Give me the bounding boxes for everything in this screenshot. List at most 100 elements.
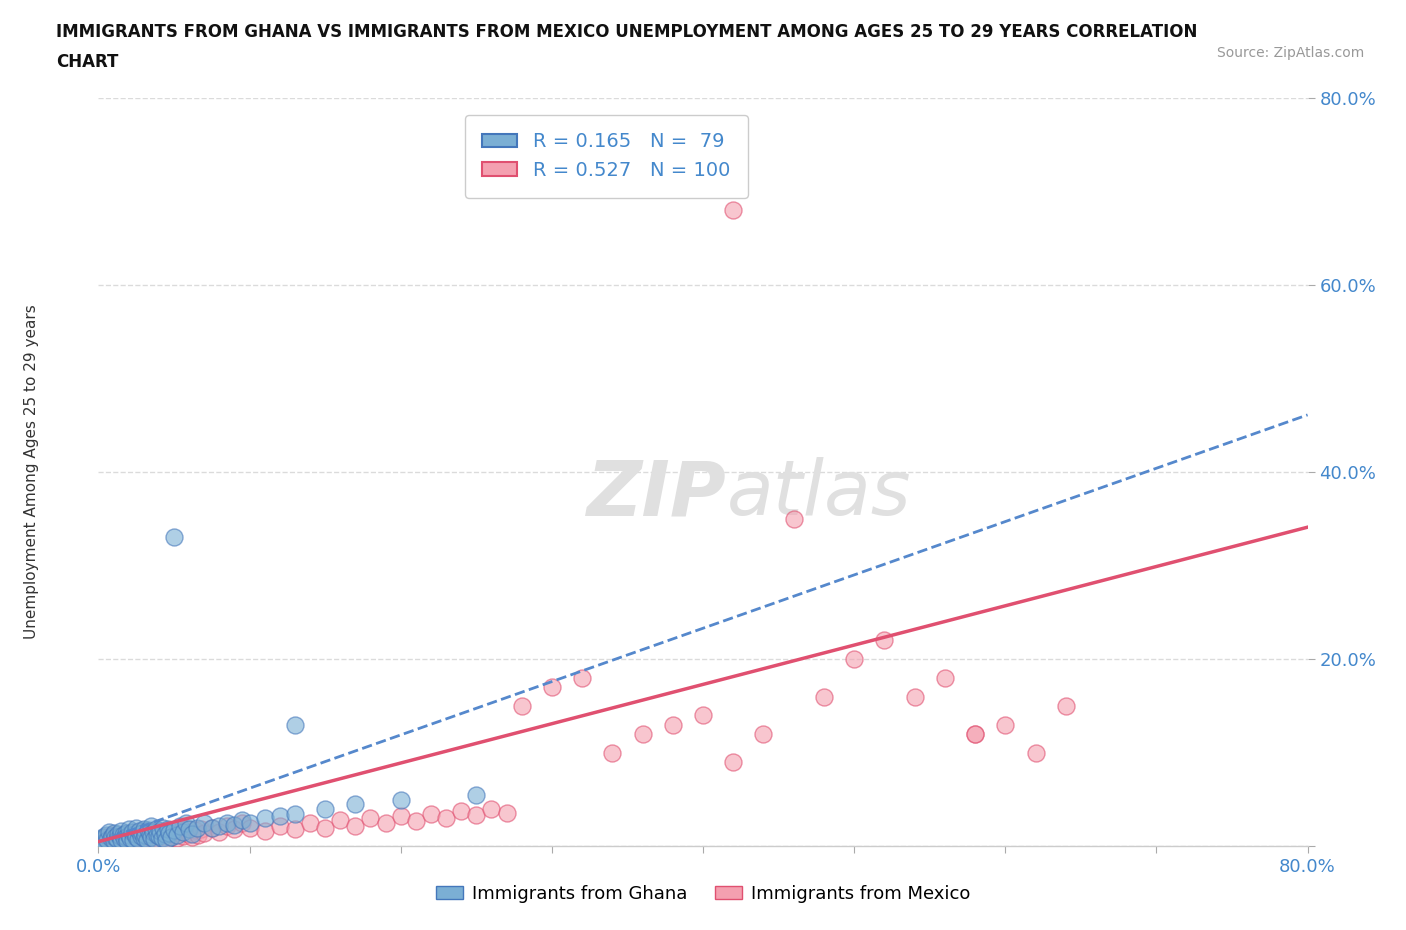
Immigrants from Ghana [125, 830, 148, 844]
Immigrants from Ghana [253, 811, 276, 826]
Immigrants from Mexico [434, 811, 457, 826]
Immigrants from Mexico [135, 830, 157, 844]
Immigrants from Mexico [465, 808, 488, 823]
Immigrants from Mexico [571, 671, 593, 685]
Immigrants from Mexico [118, 833, 141, 848]
Immigrants from Mexico [155, 829, 177, 844]
Immigrants from Mexico [661, 717, 683, 732]
Immigrants from Ghana [465, 788, 488, 803]
Immigrants from Ghana [174, 816, 197, 830]
Immigrants from Ghana [284, 717, 307, 732]
Immigrants from Ghana [239, 816, 262, 830]
Text: Source: ZipAtlas.com: Source: ZipAtlas.com [1216, 46, 1364, 60]
Immigrants from Ghana [135, 832, 157, 847]
Immigrants from Mexico [723, 754, 745, 769]
Immigrants from Mexico [152, 830, 174, 845]
Immigrants from Mexico [215, 818, 238, 833]
Immigrants from Mexico [142, 824, 165, 839]
Text: atlas: atlas [727, 458, 911, 531]
Immigrants from Mexico [934, 671, 956, 685]
Immigrants from Mexico [149, 832, 172, 847]
Immigrants from Mexico [127, 827, 149, 842]
Immigrants from Mexico [124, 830, 146, 844]
Immigrants from Ghana [215, 816, 238, 830]
Immigrants from Ghana [269, 809, 291, 824]
Immigrants from Mexico [143, 828, 166, 843]
Immigrants from Ghana [186, 820, 208, 835]
Immigrants from Ghana [156, 821, 179, 836]
Immigrants from Ghana [104, 830, 127, 844]
Immigrants from Ghana [112, 830, 135, 845]
Immigrants from Mexico [121, 831, 143, 846]
Immigrants from Mexico [159, 826, 181, 841]
Immigrants from Ghana [152, 820, 174, 835]
Immigrants from Mexico [91, 831, 114, 846]
Immigrants from Ghana [231, 813, 253, 828]
Immigrants from Mexico [299, 816, 322, 830]
Immigrants from Mexico [208, 825, 231, 840]
Immigrants from Ghana [148, 829, 170, 844]
Immigrants from Mexico [114, 827, 136, 842]
Immigrants from Mexico [105, 832, 128, 847]
Immigrants from Ghana [98, 825, 121, 840]
Immigrants from Mexico [160, 830, 183, 844]
Immigrants from Ghana [93, 834, 115, 849]
Immigrants from Mexico [148, 830, 170, 844]
Immigrants from Mexico [187, 828, 209, 843]
Immigrants from Mexico [389, 809, 412, 824]
Immigrants from Ghana [105, 831, 128, 846]
Immigrants from Mexico [1024, 745, 1046, 760]
Immigrants from Mexico [602, 745, 624, 760]
Immigrants from Ghana [122, 832, 145, 847]
Immigrants from Ghana [114, 826, 136, 841]
Immigrants from Mexico [495, 805, 517, 820]
Immigrants from Mexico [172, 829, 194, 844]
Immigrants from Mexico [360, 811, 382, 826]
Immigrants from Mexico [510, 698, 533, 713]
Immigrants from Mexico [94, 830, 117, 844]
Immigrants from Mexico [104, 830, 127, 845]
Immigrants from Mexico [231, 816, 253, 830]
Immigrants from Mexico [169, 824, 191, 839]
Immigrants from Mexico [813, 689, 835, 704]
Immigrants from Mexico [128, 830, 150, 845]
Immigrants from Ghana [169, 818, 191, 833]
Immigrants from Mexico [723, 203, 745, 218]
Immigrants from Ghana [128, 824, 150, 839]
Immigrants from Ghana [181, 827, 204, 842]
Immigrants from Ghana [159, 826, 181, 841]
Immigrants from Mexico [146, 826, 169, 841]
Immigrants from Mexico [450, 804, 472, 818]
Immigrants from Ghana [118, 822, 141, 837]
Immigrants from Mexico [112, 832, 135, 847]
Immigrants from Ghana [141, 818, 163, 833]
Immigrants from Mexico [134, 826, 156, 841]
Immigrants from Ghana [124, 827, 146, 842]
Immigrants from Mexico [239, 820, 262, 835]
Immigrants from Mexico [344, 818, 367, 833]
Immigrants from Ghana [142, 825, 165, 840]
Immigrants from Mexico [540, 680, 562, 695]
Immigrants from Mexico [184, 823, 207, 838]
Immigrants from Mexico [98, 832, 121, 847]
Text: Unemployment Among Ages 25 to 29 years: Unemployment Among Ages 25 to 29 years [24, 305, 39, 639]
Immigrants from Mexico [101, 828, 124, 843]
Immigrants from Ghana [114, 830, 136, 844]
Immigrants from Ghana [389, 792, 412, 807]
Immigrants from Ghana [94, 828, 117, 843]
Immigrants from Mexico [224, 822, 246, 837]
Immigrants from Mexico [181, 830, 204, 844]
Immigrants from Ghana [160, 830, 183, 844]
Immigrants from Ghana [91, 830, 114, 844]
Immigrants from Mexico [111, 828, 134, 843]
Immigrants from Ghana [314, 802, 336, 817]
Immigrants from Ghana [134, 828, 156, 843]
Immigrants from Ghana [172, 825, 194, 840]
Immigrants from Mexico [122, 826, 145, 841]
Immigrants from Ghana [149, 824, 172, 839]
Immigrants from Ghana [107, 827, 129, 842]
Immigrants from Mexico [405, 814, 427, 829]
Immigrants from Mexico [631, 726, 654, 741]
Immigrants from Mexico [994, 717, 1017, 732]
Immigrants from Ghana [103, 826, 125, 841]
